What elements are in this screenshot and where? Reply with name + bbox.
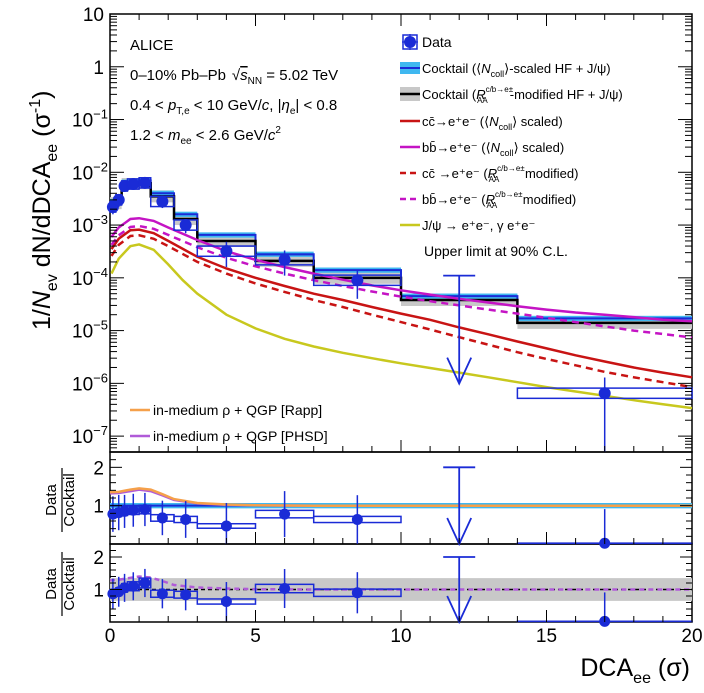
ratio1-y-label: Data Cocktail: [43, 468, 78, 532]
ratio2-point: [279, 583, 291, 595]
data-point: [220, 245, 233, 258]
ratio-y-tick-label: 2: [93, 458, 104, 479]
ratio-y-tick-label: 1: [93, 497, 104, 518]
ratio2-model-curve: [109, 575, 692, 591]
svg-text:Data: Data: [43, 568, 60, 600]
x-tick-label: 15: [536, 626, 557, 647]
data-points: [106, 176, 693, 452]
y-axis-label: 1/Nev dN/dDCAee (σ-1): [27, 91, 61, 330]
svg-text:Cocktail (⟨Ncoll⟩-scaled HF +: Cocktail (⟨Ncoll⟩-scaled HF + J/ψ): [422, 61, 611, 79]
legend-entry-cocktail-raa: Cocktail (Rc/b→e± AA -modified HF + J/ψ): [400, 85, 623, 105]
y-tick-label: 10−6: [72, 370, 108, 395]
legend-entry-cc-raa: cc̄ →e⁺e⁻ (Rc/b→e± AA modified): [400, 164, 578, 184]
ratio-y-tick-label: 2: [93, 548, 104, 569]
x-tick-label: 5: [250, 626, 261, 647]
svg-text:Cocktail (Rc/b→e±AA-modified H: Cocktail (Rc/b→e± AA -modified HF + J/ψ): [422, 85, 623, 105]
x-tick-label: 10: [390, 626, 411, 647]
svg-text:Cocktail: Cocktail: [61, 473, 78, 526]
y-tick-label: 10−5: [72, 318, 108, 343]
data-point: [278, 253, 291, 266]
upper-limit-label: Upper limit at 90% C.L.: [424, 243, 568, 259]
legend-phsd: in-medium ρ + QGP [PHSD]: [153, 428, 328, 444]
x-axis-label: DCAee (σ): [580, 654, 690, 687]
svg-text:bb̄→e⁺e⁻ (Rc/b→e±AA modified): bb̄→e⁺e⁻ (Rc/b→e± AA modified): [422, 190, 576, 210]
pt-cut-label: 0.4 < pT,e < 10 GeV/c, |ηe| < 0.8: [130, 97, 337, 117]
ratio2-point: [220, 596, 232, 608]
legend-entry-cc-ncoll: cc̄→e⁺e⁻ (⟨Ncoll⟩ scaled): [400, 114, 563, 132]
ratio1-point: [139, 504, 151, 515]
jpsi-curve: [110, 243, 693, 410]
x-tick-label: 20: [681, 626, 702, 647]
upper-limit-arrow-head: [446, 357, 473, 386]
ratio1-point: [279, 508, 291, 520]
svg-text:Data: Data: [43, 484, 60, 516]
y-tick-label: 1: [93, 58, 104, 79]
legend-entry-bb-raa: bb̄→e⁺e⁻ (Rc/b→e± AA modified): [400, 190, 576, 210]
data-point: [351, 274, 364, 287]
y-tick-label: 10−4: [72, 265, 108, 290]
ratio1-point: [156, 512, 168, 524]
data-point: [127, 177, 140, 190]
y-tick-label: 10−7: [72, 423, 108, 448]
svg-text:bb̄→e⁺e⁻ (⟨Ncoll⟩ scaled): bb̄→e⁺e⁻ (⟨Ncoll⟩ scaled): [422, 140, 564, 158]
cc-ncoll-curve: [110, 228, 693, 379]
data-point: [179, 219, 192, 232]
legend-entry-cocktail-ncoll: Cocktail (⟨Ncoll⟩-scaled HF + J/ψ): [400, 61, 611, 79]
svg-text:Data: Data: [422, 34, 452, 50]
ratio2-point: [139, 577, 151, 589]
cc-raa-curve: [110, 234, 693, 389]
y-tick-label: 10−1: [72, 107, 108, 132]
ratio1-point: [351, 513, 363, 525]
svg-text:cc̄ →e⁺e⁻ (Rc/b→e±AA modified): cc̄ →e⁺e⁻ (Rc/b→e± AA modified): [422, 164, 578, 184]
ratio-y-tick-label: 1: [93, 581, 104, 602]
legend-entry-data: Data: [402, 34, 452, 50]
data-point: [598, 387, 611, 400]
model-legend: in-medium ρ + QGP [Rapp] in-medium ρ + Q…: [130, 402, 328, 444]
y-tick-label: 10−2: [72, 159, 108, 184]
y-tick-label: 10−3: [72, 212, 108, 237]
ratio2-point: [127, 580, 139, 592]
data-point: [112, 193, 125, 206]
svg-text:Cocktail: Cocktail: [61, 557, 78, 610]
legend-rapp: in-medium ρ + QGP [Rapp]: [153, 402, 322, 418]
legend: Data Cocktail (⟨Ncoll⟩-scaled HF + J/ψ) …: [400, 34, 623, 259]
ratio2-y-label: Data Cocktail: [43, 552, 78, 616]
svg-text:J/ψ → e⁺e⁻, γ e⁺e⁻: J/ψ → e⁺e⁻, γ e⁺e⁻: [422, 218, 535, 233]
ratio1-point: [127, 504, 139, 516]
ratio2-point: [351, 587, 363, 599]
data-point: [156, 195, 169, 208]
ratio1-point: [220, 520, 232, 532]
experiment-label: ALICE: [130, 37, 173, 54]
ratio1-content: [107, 466, 693, 549]
data-marker-icon: [404, 36, 416, 48]
x-tick-label: 0: [105, 626, 116, 647]
legend-entry-bb-ncoll: bb̄→e⁺e⁻ (⟨Ncoll⟩ scaled): [400, 140, 564, 158]
y-tick-label: 10: [83, 5, 104, 26]
mass-cut-label: 1.2 < mee < 2.6 GeV/c2: [130, 125, 281, 147]
ratio2-point: [156, 588, 168, 600]
ratio2-point: [180, 589, 192, 601]
data-point: [138, 176, 151, 189]
axis-ticks: 0 5 10 15 20 10 1 10−1 10−2 10−3 10−4 10−5 10−6 10−7 1…: [72, 5, 703, 647]
svg-text:cc̄→e⁺e⁻ (⟨Ncoll⟩ scaled): cc̄→e⁺e⁻ (⟨Ncoll⟩ scaled): [422, 114, 563, 132]
ratio1-point: [180, 513, 192, 525]
system-energy-label: 0–10% Pb–Pb √sNN = 5.02 TeV: [130, 67, 338, 87]
legend-entry-jpsi: J/ψ → e⁺e⁻, γ e⁺e⁻: [400, 218, 535, 233]
ratio1-rapp-curve: [109, 487, 692, 507]
